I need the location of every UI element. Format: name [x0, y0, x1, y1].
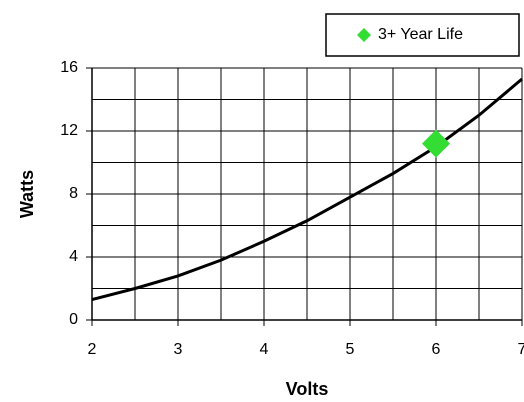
x-tick-label: 2 — [88, 341, 97, 358]
y-tick-label: 4 — [69, 248, 78, 265]
y-tick-label: 8 — [69, 185, 78, 202]
y-tick-label: 12 — [60, 122, 78, 139]
x-tick-label: 4 — [260, 341, 269, 358]
x-tick-label: 3 — [174, 341, 183, 358]
y-tick-label: 0 — [69, 311, 78, 328]
x-tick-label: 7 — [518, 341, 524, 358]
y-tick-label: 16 — [60, 59, 78, 76]
y-axis-title: Watts — [17, 170, 37, 218]
data-point — [422, 129, 450, 158]
x-tick-label: 6 — [432, 341, 441, 358]
legend-label: 3+ Year Life — [378, 26, 463, 43]
x-tick-label: 5 — [346, 341, 355, 358]
legend: 3+ Year Life — [325, 13, 520, 57]
x-axis-title: Volts — [286, 379, 329, 399]
legend-marker — [357, 28, 371, 42]
data-line — [91, 77, 523, 301]
